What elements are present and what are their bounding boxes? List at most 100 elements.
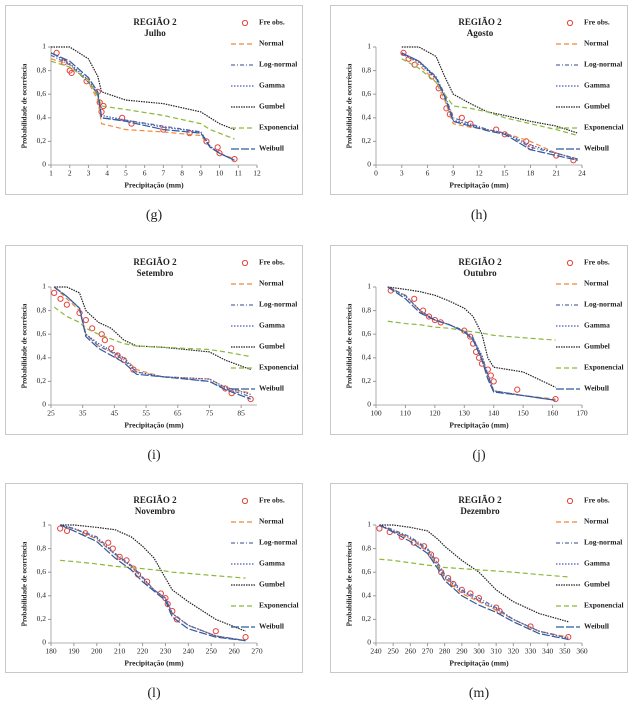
series-line (401, 52, 578, 161)
y-tick-label: 0,8 (362, 65, 372, 74)
x-tick-label: 85 (237, 409, 245, 418)
x-tick-label: 250 (388, 647, 400, 656)
x-tick-label: 12 (475, 169, 483, 178)
obs-point (57, 525, 64, 532)
series-line (387, 286, 556, 401)
legend-label: Fre obs. (259, 18, 285, 27)
y-axis-title: Probabilidade de ocorrência (346, 541, 354, 626)
y-tick-label: 0,2 (37, 136, 47, 145)
series-line (387, 286, 556, 401)
x-tick-label: 320 (508, 647, 520, 656)
x-tick-label: 4 (105, 169, 109, 178)
chart-title: REGIÃO 2 (133, 17, 177, 27)
obs-point (51, 289, 58, 297)
panel-caption: (l) (147, 686, 161, 701)
y-tick-label: 0,8 (362, 543, 372, 552)
series-line (401, 46, 578, 134)
legend-symbol (566, 19, 574, 27)
legend-label: Normal (259, 279, 284, 288)
panel-caption: (i) (147, 448, 161, 463)
x-tick-label: 55 (142, 409, 150, 418)
y-tick-label: 0,2 (362, 614, 372, 623)
obs-point (458, 114, 465, 121)
y-tick-label: 1 (42, 282, 46, 291)
x-axis-title: Precipitação (mm) (449, 421, 509, 430)
x-tick-label: 150 (518, 409, 530, 418)
y-tick-label: 0 (42, 160, 46, 169)
obs-point (101, 337, 108, 344)
legend-symbol (241, 259, 249, 267)
y-tick-label: 0,4 (362, 113, 372, 122)
x-tick-label: 240 (370, 647, 382, 656)
chart-subtitle: Agosto (467, 28, 494, 38)
x-tick-label: 190 (68, 647, 80, 656)
legend-label: Normal (584, 517, 609, 526)
legend-label: Log-normal (259, 300, 297, 309)
panel-frame (330, 483, 628, 673)
obs-point (130, 565, 137, 572)
obs-point (105, 539, 112, 546)
x-tick-label: 330 (525, 647, 537, 656)
x-tick-label: 200 (91, 647, 103, 656)
chart-subtitle: Setembro (137, 268, 174, 278)
x-tick-label: 170 (576, 409, 588, 418)
x-axis-title: Precipitação (mm) (124, 181, 184, 190)
y-tick-label: 0,8 (362, 305, 372, 314)
y-axis-title: Probabilidade de ocorrência (346, 303, 354, 388)
series-line (53, 286, 251, 394)
x-tick-label: 160 (547, 409, 559, 418)
legend-label: Fre obs. (584, 496, 610, 505)
series-line (50, 60, 235, 140)
y-tick-label: 0 (367, 160, 371, 169)
legend-label: Gamma (259, 559, 285, 568)
y-tick-label: 0,2 (37, 614, 47, 623)
x-axis-title: Precipitação (mm) (124, 421, 184, 430)
legend-symbol (566, 259, 574, 267)
obs-point (376, 525, 383, 532)
legend-label: Log-normal (259, 538, 297, 547)
x-tick-label: 12 (253, 169, 261, 178)
series-line (401, 58, 578, 137)
x-tick-label: 10 (216, 169, 224, 178)
chart-subtitle: Outubro (463, 268, 497, 278)
obs-point (475, 595, 483, 602)
chart-panel: 0 0,2 0,4 0,6 0,8 1 100 110 120 130 140 150 160 170 Fr… (330, 245, 628, 435)
legend-label: Gamma (259, 321, 285, 330)
x-tick-label: 210 (114, 647, 126, 656)
y-tick-label: 0 (42, 400, 46, 409)
legend-label: Fre obs. (584, 258, 610, 267)
legend-label: Gamma (259, 81, 285, 90)
y-tick-label: 0,4 (362, 591, 372, 600)
y-axis-title: Probabilidade de ocorrência (21, 303, 29, 388)
legend-label: Weibull (259, 384, 284, 393)
x-tick-label: 360 (576, 647, 588, 656)
y-tick-label: 0,6 (362, 329, 372, 338)
x-tick-label: 3 (87, 169, 91, 178)
obs-point (400, 49, 407, 57)
chart-panel: 0 0,2 0,4 0,6 0,8 1 0 3 6 9 12 15 18 21 24 Fre obs. Norm… (330, 5, 628, 195)
x-tick-label: 6 (426, 169, 430, 178)
obs-point (514, 386, 521, 393)
obs-point (63, 301, 70, 308)
x-tick-label: 25 (47, 409, 55, 418)
y-tick-label: 0,6 (37, 89, 47, 98)
legend-label: Exponencial (584, 363, 624, 372)
obs-point (431, 316, 438, 324)
legend-label: Normal (584, 39, 609, 48)
legend-label: Gamma (584, 321, 610, 330)
x-tick-label: 5 (124, 169, 128, 178)
legend-label: Weibull (584, 144, 609, 153)
y-tick-label: 0,8 (37, 65, 47, 74)
panel-frame (5, 483, 303, 673)
series-line (387, 320, 556, 341)
legend-label: Normal (584, 279, 609, 288)
y-tick-label: 0,2 (362, 376, 372, 385)
chart-panel: 0 0,2 0,4 0,6 0,8 1 180 190 200 210 220 230 240 250 26… (5, 483, 303, 673)
series-line (401, 53, 578, 160)
legend-label: Normal (259, 39, 284, 48)
legend-label: Exponencial (259, 363, 299, 372)
series-line (60, 524, 246, 642)
x-tick-label: 8 (180, 169, 184, 178)
